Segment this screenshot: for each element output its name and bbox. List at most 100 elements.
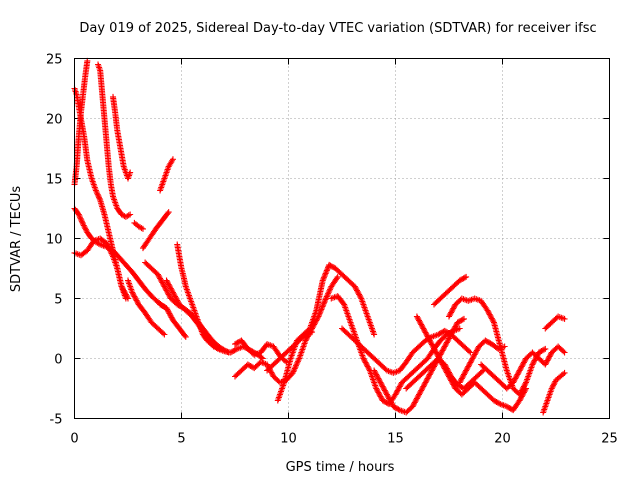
- data-point-15-7: [270, 343, 283, 358]
- data-point-4-10: [101, 211, 112, 234]
- data-point-13-5: [189, 313, 201, 327]
- data-point-18-2: [270, 356, 282, 368]
- data-point-27-7: [516, 356, 529, 374]
- data-point-4-5: [81, 133, 91, 162]
- data-point-4-6: [84, 157, 95, 180]
- data-point-20-9: [390, 368, 402, 376]
- data-point-19-9: [379, 397, 391, 407]
- data-point-16-9: [283, 371, 295, 384]
- data-point-1-7: [97, 241, 108, 250]
- data-point-25-3: [458, 295, 470, 304]
- data-point-18-4: [283, 344, 295, 356]
- data-point-8-1: [139, 236, 152, 252]
- data-point-14-5: [182, 333, 189, 340]
- data-point-27-11: [542, 350, 555, 368]
- data-point-22-2: [409, 374, 421, 386]
- data-point-15-2: [238, 337, 250, 351]
- data-point-21-7: [409, 392, 422, 410]
- data-point-7-3: [135, 301, 148, 315]
- data-point-16-5: [257, 359, 269, 367]
- data-point-20-5: [364, 349, 376, 361]
- data-point-29-3: [548, 378, 559, 392]
- data-point-21-14: [454, 316, 466, 326]
- data-point-18-6: [296, 332, 308, 344]
- data-point-17-16: [371, 331, 378, 338]
- data-point-2-2: [77, 248, 90, 259]
- data-point-3-6: [82, 59, 91, 80]
- x-axis-label: GPS time / hours: [286, 460, 395, 475]
- data-point-1-14: [142, 285, 154, 298]
- x-tick-label: 10: [280, 432, 297, 447]
- data-point-29-4: [553, 374, 562, 384]
- data-point-23-4: [433, 349, 445, 367]
- data-point-20-13: [416, 338, 428, 350]
- x-tick-label: 0: [70, 432, 78, 447]
- data-point-7-7: [161, 331, 168, 338]
- data-point-19-7: [366, 367, 379, 390]
- grid-lines: [74, 58, 610, 419]
- data-point-25-8: [490, 319, 503, 348]
- data-point-27-14: [561, 349, 568, 356]
- data-point-12-1: [174, 241, 183, 258]
- data-point-5-6: [105, 163, 114, 186]
- data-point-8-5: [165, 209, 172, 216]
- data-point-16-14: [315, 299, 328, 320]
- data-points: [71, 57, 568, 416]
- data-point-7-2: [129, 289, 141, 307]
- data-point-17-15: [364, 313, 377, 336]
- data-point-27-6: [510, 368, 522, 386]
- data-point-14-3: [169, 317, 182, 331]
- data-point-25-1: [446, 302, 458, 320]
- data-point-23-17: [516, 386, 529, 404]
- data-point-17-11: [339, 271, 351, 283]
- data-point-23-11: [478, 385, 490, 397]
- data-point-2-3: [84, 239, 96, 254]
- data-point-20-7: [377, 361, 389, 373]
- data-point-20-6: [371, 355, 383, 367]
- data-point-20-15: [428, 332, 440, 340]
- data-point-18-3: [276, 350, 289, 362]
- data-point-24-3: [443, 284, 455, 296]
- data-point-13-7: [202, 331, 214, 346]
- x-tick-label: 25: [601, 432, 618, 447]
- data-point-10-2: [135, 223, 145, 232]
- data-point-22-4: [422, 362, 434, 374]
- data-point-21-15: [460, 315, 467, 322]
- data-point-23-1: [413, 313, 426, 331]
- data-point-23-10: [471, 379, 483, 391]
- data-point-23-2: [420, 325, 433, 343]
- data-point-27-13: [555, 343, 567, 355]
- data-point-15-3: [244, 345, 256, 357]
- data-point-27-9: [529, 349, 541, 361]
- data-point-20-21: [467, 349, 474, 356]
- data-point-25-2: [452, 296, 464, 308]
- data-point-5-11: [122, 212, 132, 220]
- data-point-1-10: [116, 254, 128, 267]
- data-point-20-10: [396, 360, 409, 374]
- y-tick-label: 5: [54, 293, 62, 308]
- data-point-25-13: [523, 363, 535, 386]
- data-point-19-8: [373, 385, 385, 403]
- data-point-5-9: [114, 205, 124, 217]
- data-point-20-17: [441, 327, 453, 337]
- data-point-12-4: [180, 273, 189, 288]
- data-point-18-8: [309, 329, 316, 336]
- data-point-21-8: [416, 380, 428, 398]
- data-point-25-16: [542, 345, 549, 352]
- y-tick-label: 0: [54, 353, 62, 368]
- data-point-17-10: [332, 265, 344, 277]
- data-point-23-13: [490, 397, 503, 407]
- data-point-28-3: [555, 313, 566, 322]
- data-point-20-4: [358, 343, 370, 355]
- data-point-16-7: [270, 373, 282, 385]
- data-point-23-8: [458, 386, 470, 398]
- data-point-16-4: [251, 360, 263, 372]
- data-point-19-2: [334, 293, 347, 307]
- data-point-8-2: [146, 227, 158, 242]
- data-point-26-3: [469, 344, 482, 362]
- data-point-27-1: [478, 361, 490, 373]
- data-point-26-1: [456, 368, 469, 386]
- data-point-23-14: [497, 401, 509, 409]
- data-point-19-12: [398, 374, 411, 386]
- data-point-25-12: [516, 380, 529, 398]
